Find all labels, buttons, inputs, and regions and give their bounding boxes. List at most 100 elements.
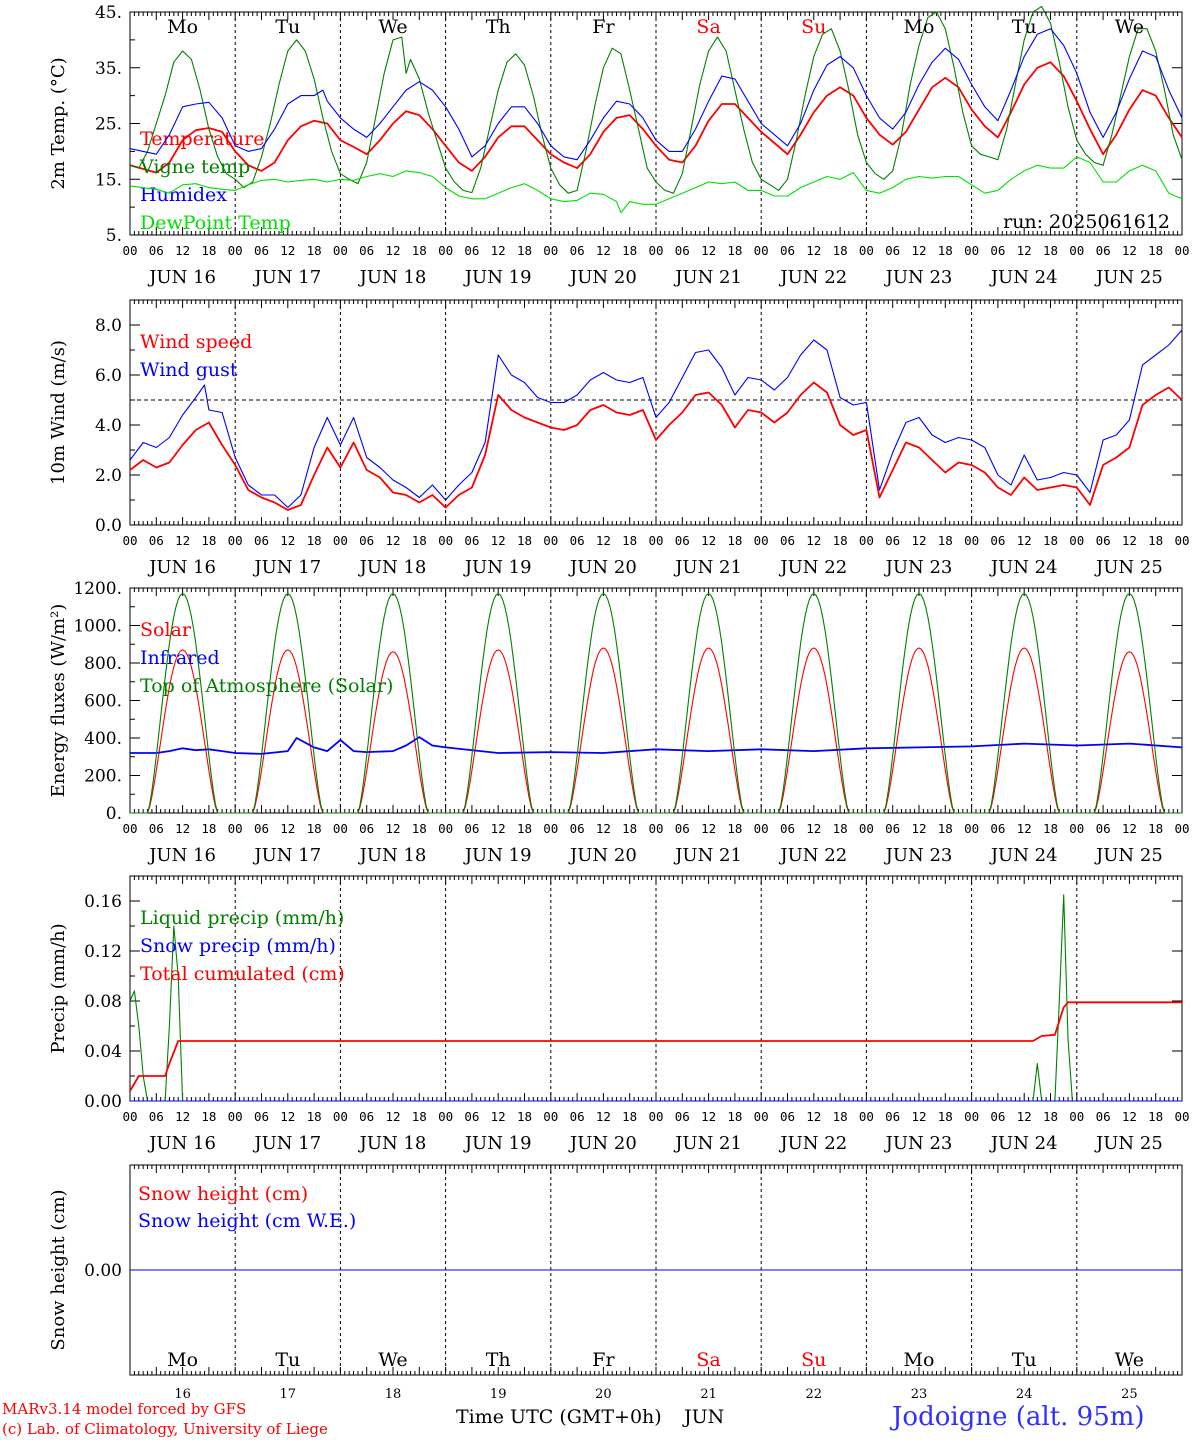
hour-label: 12: [911, 243, 926, 258]
hour-label: 18: [1148, 821, 1163, 836]
hour-label: 18: [622, 821, 637, 836]
hour-label: 12: [491, 533, 506, 548]
date-label: JUN 19: [463, 267, 532, 288]
y-tick-label: 15.: [95, 170, 122, 190]
hour-label: 18: [938, 1109, 953, 1124]
hour-label: 00: [1174, 1109, 1189, 1124]
hour-label: 18: [1148, 533, 1163, 548]
y-tick-label: 2.0: [95, 466, 122, 486]
y-tick-label: 0.00: [84, 1261, 122, 1281]
series-line-wind-gust: [129, 329, 1183, 509]
hour-label: 18: [1043, 1109, 1058, 1124]
day-number-label: 22: [806, 1387, 823, 1402]
hour-label: 12: [1017, 243, 1032, 258]
series-line-infrared: [130, 736, 1183, 755]
date-label: JUN 21: [673, 845, 742, 866]
hour-label: 00: [648, 821, 663, 836]
hour-label: 06: [254, 533, 269, 548]
hour-label: 12: [175, 821, 190, 836]
hour-label: 12: [491, 243, 506, 258]
y-tick-label: 1200.: [73, 579, 122, 599]
hour-label: 12: [385, 821, 400, 836]
hour-label: 18: [727, 821, 742, 836]
hour-label: 06: [885, 821, 900, 836]
hour-label: 00: [964, 243, 979, 258]
hour-label: 00: [648, 243, 663, 258]
hour-label: 00: [859, 243, 874, 258]
hour-label: 06: [675, 533, 690, 548]
hour-label: 18: [412, 533, 427, 548]
date-label: JUN 23: [884, 267, 953, 288]
y-tick-label: 4.0: [95, 416, 122, 436]
hour-label: 12: [596, 243, 611, 258]
date-label: JUN 24: [989, 845, 1058, 866]
day-number-label: 19: [490, 1387, 507, 1402]
hour-label: 18: [517, 533, 532, 548]
hour-label: 00: [754, 533, 769, 548]
y-tick-label: 400.: [84, 729, 122, 749]
hour-label: 06: [1096, 533, 1111, 548]
hour-label: 12: [385, 533, 400, 548]
day-number-label: 17: [280, 1387, 297, 1402]
hour-label: 06: [990, 1109, 1005, 1124]
hour-label: 12: [1122, 243, 1137, 258]
hour-label: 12: [1122, 1109, 1137, 1124]
hour-label: 06: [780, 243, 795, 258]
hour-label: 00: [228, 821, 243, 836]
hour-label: 06: [359, 1109, 374, 1124]
hour-label: 06: [990, 821, 1005, 836]
date-label: JUN 18: [358, 1133, 427, 1154]
hour-label: 06: [464, 821, 479, 836]
dow-label-top: Th: [486, 16, 511, 38]
run-label: run: 2025061612: [1003, 211, 1170, 233]
hour-label: 18: [727, 1109, 742, 1124]
hour-label: 18: [412, 1109, 427, 1124]
hour-label: 00: [1174, 533, 1189, 548]
x-axis-label: Time UTC (GMT+0h): [456, 1406, 662, 1428]
hour-label: 06: [149, 821, 164, 836]
hour-label: 06: [570, 533, 585, 548]
hour-label: 18: [201, 533, 216, 548]
hour-label: 00: [333, 533, 348, 548]
hour-label: 00: [228, 243, 243, 258]
date-label: JUN 24: [989, 1133, 1058, 1154]
legend-entry: Solar: [140, 619, 192, 641]
hour-label: 00: [438, 243, 453, 258]
date-label: JUN 17: [252, 267, 321, 288]
series-line-wind-speed: [129, 381, 1183, 511]
hour-label: 06: [990, 243, 1005, 258]
dow-label-bottom: Tu: [275, 1349, 300, 1371]
hour-label: 18: [201, 821, 216, 836]
hour-label: 18: [1148, 243, 1163, 258]
panel-temp: 5. 15. 25. 35. 45. 2m Temp. (°C) 00 06 12 18 JUN 1…: [48, 3, 1190, 288]
y-axis-label: 10m Wind (m/s): [48, 340, 69, 485]
plot-frame: [129, 587, 1183, 814]
hour-label: 18: [727, 243, 742, 258]
hour-label: 06: [885, 533, 900, 548]
hour-label: 18: [517, 243, 532, 258]
hour-label: 00: [754, 1109, 769, 1124]
dow-label-bottom: Sa: [696, 1349, 720, 1371]
date-label: JUN 24: [989, 557, 1058, 578]
date-label: JUN 22: [778, 845, 847, 866]
y-tick-label: 5.: [106, 226, 122, 246]
hour-label: 12: [1122, 533, 1137, 548]
hour-label: 18: [1148, 1109, 1163, 1124]
dow-label-bottom: We: [1115, 1349, 1144, 1371]
hour-label: 06: [254, 821, 269, 836]
hour-label: 00: [859, 1109, 874, 1124]
series-line-vigne-temp: [129, 5, 1183, 194]
dow-label-bottom: Tu: [1012, 1349, 1037, 1371]
hour-label: 18: [517, 1109, 532, 1124]
day-number-label: 16: [174, 1387, 191, 1402]
y-tick-label: 8.0: [95, 316, 122, 336]
series-line-top-of-atmosphere-solar-: [130, 593, 1182, 814]
date-label: JUN 23: [884, 1133, 953, 1154]
hour-label: 00: [1174, 243, 1189, 258]
hour-label: 06: [675, 1109, 690, 1124]
hour-label: 00: [438, 1109, 453, 1124]
hour-label: 18: [517, 821, 532, 836]
dow-label-top: We: [1115, 16, 1144, 38]
dow-label-bottom: We: [378, 1349, 407, 1371]
